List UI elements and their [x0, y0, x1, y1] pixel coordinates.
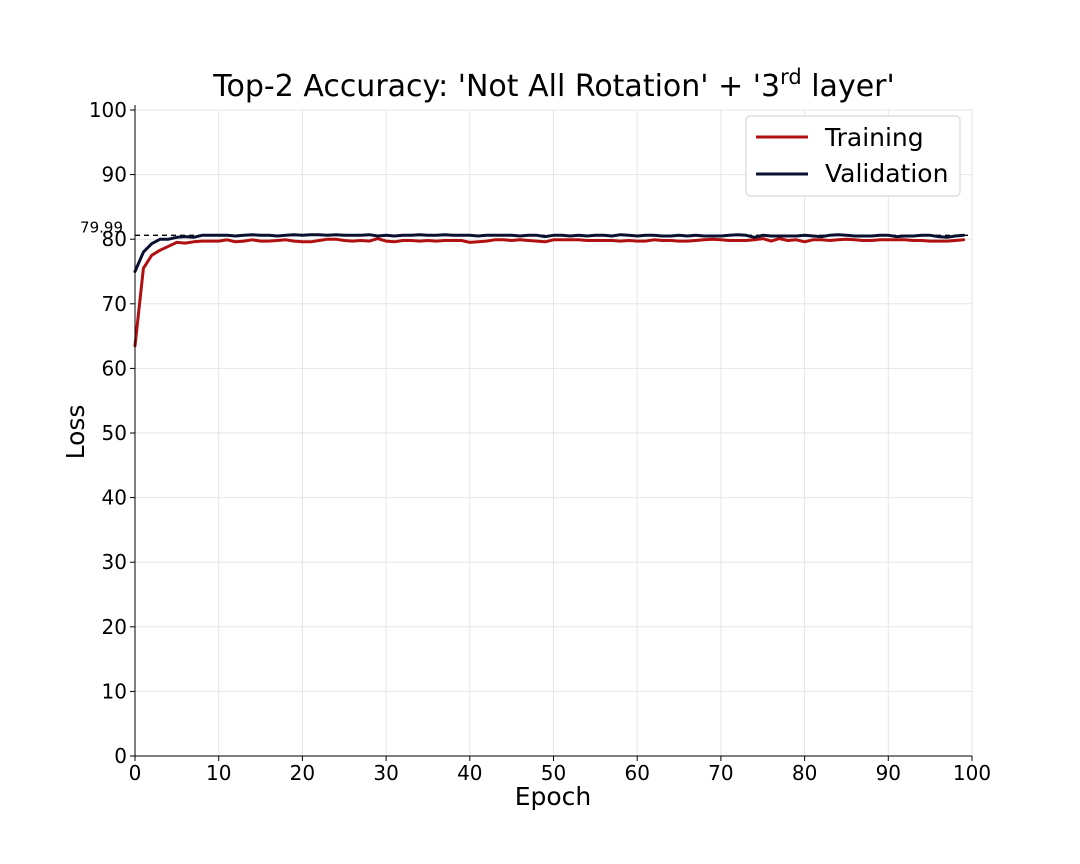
y-tick-label: 40 — [102, 486, 127, 510]
x-axis-label: Epoch — [515, 782, 592, 811]
y-tick-label: 100 — [89, 98, 127, 122]
series-line-validation — [133, 233, 966, 273]
legend-label-training: Training — [824, 123, 924, 152]
x-tick-label: 50 — [541, 761, 566, 785]
y-tick-label: 80 — [102, 227, 127, 251]
series-lines — [133, 233, 966, 348]
x-tick-label: 90 — [876, 761, 901, 785]
x-tick-label: 40 — [457, 761, 482, 785]
y-tick-label: 20 — [102, 615, 127, 639]
chart-title: Top-2 Accuracy: 'Not All Rotation' + '3r… — [212, 65, 894, 104]
x-tick-label: 80 — [792, 761, 817, 785]
x-tick-label: 20 — [290, 761, 315, 785]
y-tick-label: 90 — [102, 163, 127, 187]
y-tick-label: 50 — [102, 421, 127, 445]
x-tick-label: 10 — [206, 761, 231, 785]
y-tick-label: 10 — [102, 679, 127, 703]
y-tick-label: 0 — [114, 744, 127, 768]
chart-title-superscript: rd — [780, 65, 802, 89]
legend-label-validation: Validation — [825, 159, 948, 188]
reference-line-label: 79.99 — [80, 218, 123, 236]
x-axis-ticks: 0 10 20 30 40 50 60 70 80 90 100 — [129, 756, 991, 785]
x-tick-label: 0 — [129, 761, 142, 785]
legend: Training Validation — [745, 115, 961, 197]
y-tick-label: 70 — [102, 292, 127, 316]
y-axis-ticks: 0 10 20 30 40 50 60 70 80 90 100 — [89, 98, 135, 768]
y-axis-label: Loss — [61, 405, 90, 460]
x-tick-label: 30 — [373, 761, 398, 785]
x-tick-label: 100 — [953, 761, 991, 785]
x-tick-label: 60 — [624, 761, 649, 785]
chart-title-suffix: layer' — [802, 69, 895, 104]
chart-title-main: Top-2 Accuracy: 'Not All Rotation' + '3 — [212, 69, 780, 104]
x-tick-label: 70 — [708, 761, 733, 785]
series-line-training — [133, 237, 966, 348]
y-tick-label: 60 — [102, 356, 127, 380]
y-tick-label: 30 — [102, 550, 127, 574]
